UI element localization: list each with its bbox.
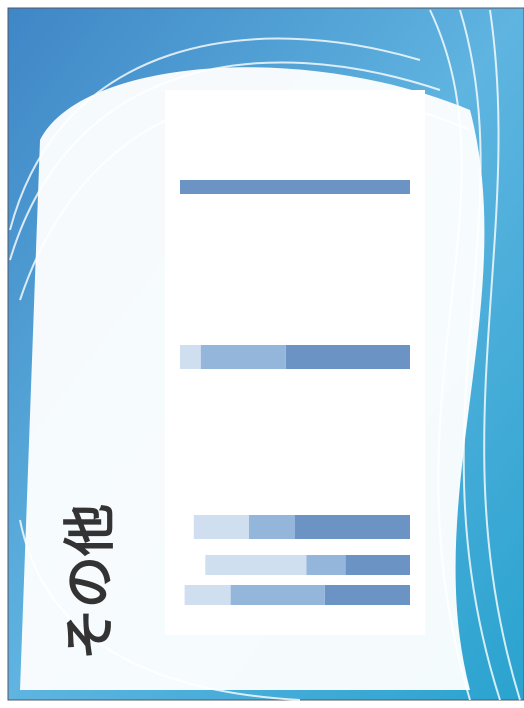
bar-segment: [306, 555, 346, 575]
bar-segment: [295, 515, 410, 539]
slide-title: その他: [61, 504, 121, 660]
bar-segment: [205, 555, 307, 575]
bar-segment: [200, 345, 286, 369]
bar-segment: [285, 345, 410, 369]
bar-segment: [230, 585, 325, 605]
bar-segment: [324, 585, 410, 605]
bar-segment: [249, 515, 295, 539]
bar-segment: [345, 555, 410, 575]
bar-segment: [193, 515, 249, 539]
bar-segment: [180, 345, 201, 369]
bar-segment: [184, 585, 231, 605]
bar-segment: [180, 180, 410, 194]
